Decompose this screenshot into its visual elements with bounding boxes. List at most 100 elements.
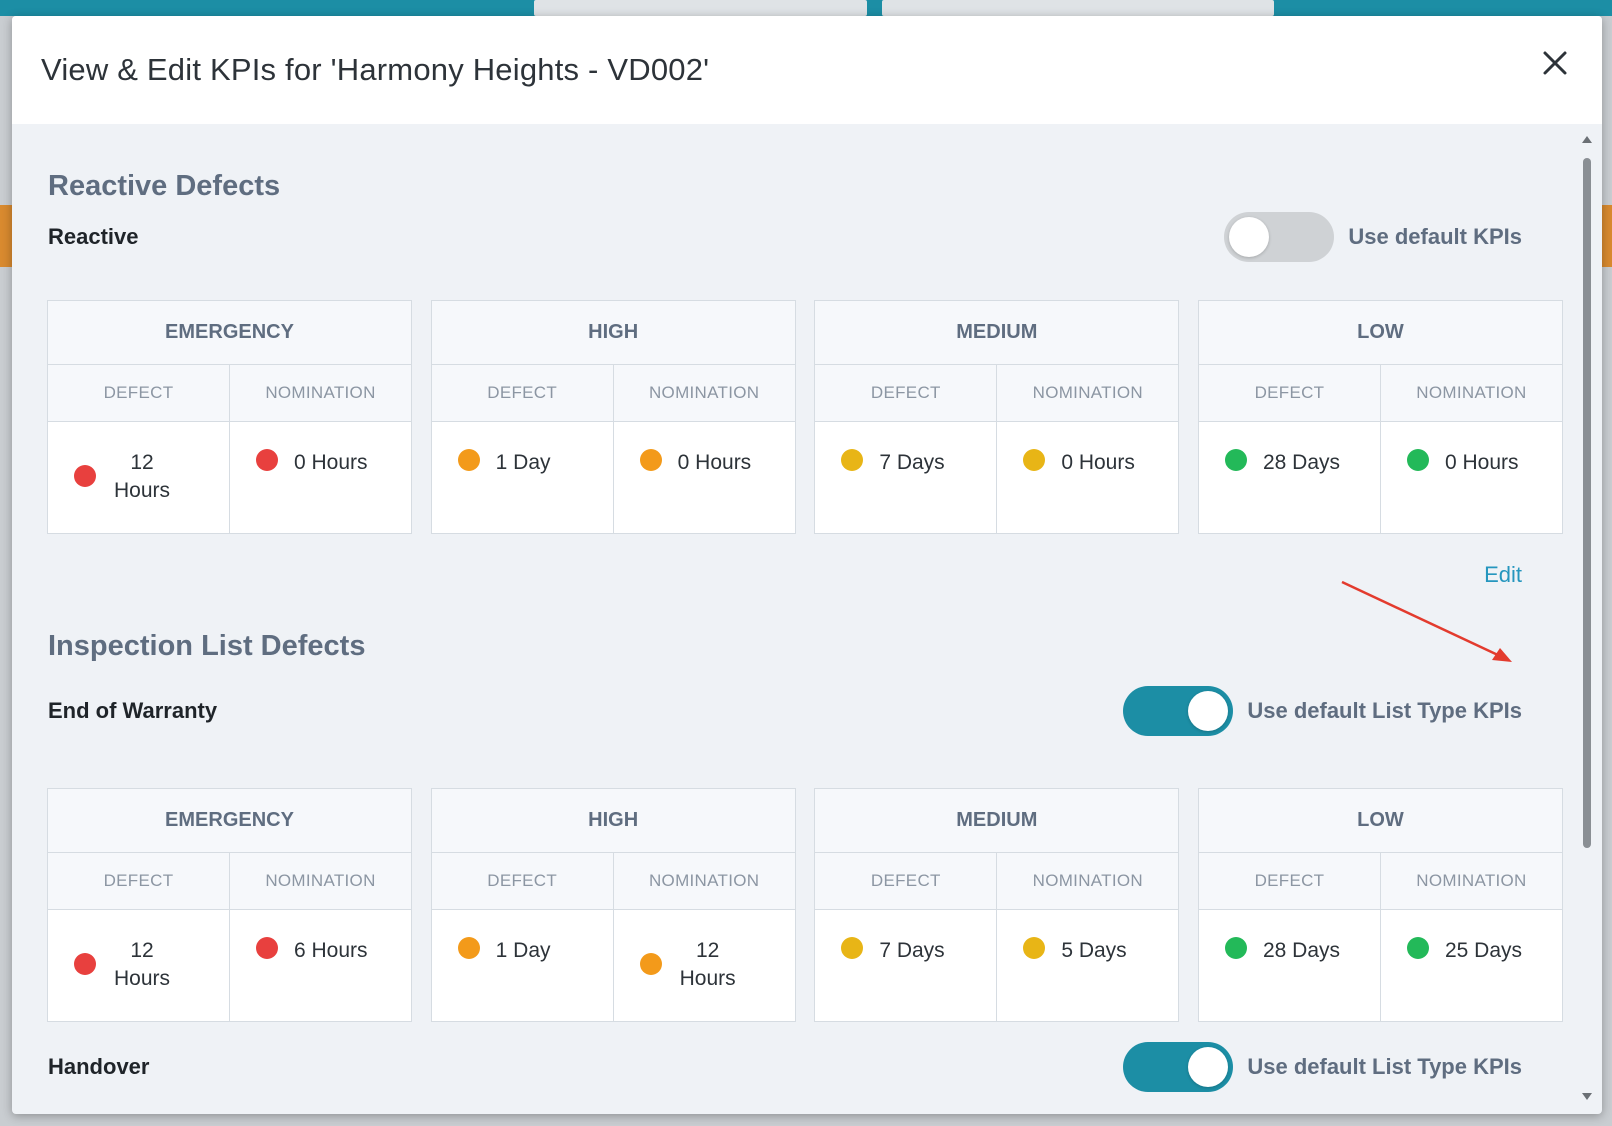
defect-value-cell: 28 Days xyxy=(1199,910,1381,1021)
status-dot-icon xyxy=(74,465,96,487)
status-dot-icon xyxy=(841,937,864,959)
defect-value-cell: 28 Days xyxy=(1199,422,1381,533)
warranty-default-kpis-label: Use default List Type KPIs xyxy=(1247,698,1522,723)
nomination-value-cell: 25 Days xyxy=(1381,910,1562,1021)
nomination-value-cell: 0 Hours xyxy=(1381,422,1562,533)
status-dot-icon xyxy=(256,937,278,959)
status-dot-icon xyxy=(1406,937,1429,959)
defect-value-cell: 1 Day xyxy=(432,422,614,533)
nomination-column-header: NOMINATION xyxy=(265,871,376,890)
nomination-value: 5 Days xyxy=(1061,939,1127,962)
status-dot-icon xyxy=(639,449,662,471)
defect-column-header: DEFECT xyxy=(48,853,230,909)
kpi-priority-header: HIGH xyxy=(431,301,795,365)
defect-column-header: DEFECT xyxy=(815,365,998,421)
warranty-default-kpis-toggle[interactable] xyxy=(1123,686,1234,736)
nomination-value-cell: 0 Hours xyxy=(230,422,411,533)
nomination-column-header: NOMINATION xyxy=(648,871,760,890)
nomination-value: 12 Hours xyxy=(679,939,736,990)
warranty-default-toggle-row: Use default List Type KPIs xyxy=(1123,686,1522,736)
kpi-subheader: DEFECT NOMINATION xyxy=(815,853,1179,910)
status-dot-icon xyxy=(256,449,278,471)
kpi-values-row: 7 Days 0 Hours xyxy=(815,422,1178,533)
kpi-subheader: DEFECT NOMINATION xyxy=(431,365,795,422)
background-accent xyxy=(1600,205,1612,267)
nomination-value: 0 Hours xyxy=(294,451,368,474)
kpi-block-emergency: EMERGENCY DEFECT NOMINATION 12 Hours 0 Hours xyxy=(47,300,412,534)
kpi-values-row: 7 Days 5 Days xyxy=(815,910,1178,1021)
status-dot-icon xyxy=(1023,937,1046,959)
background-tab xyxy=(882,0,1274,16)
status-dot-icon xyxy=(1224,449,1247,471)
defect-value: 28 Days xyxy=(1262,939,1341,962)
scroll-down-icon[interactable] xyxy=(1582,1093,1592,1100)
status-dot-icon xyxy=(1224,937,1247,959)
nomination-value: 0 Hours xyxy=(677,451,752,474)
defect-column-header: DEFECT xyxy=(1199,365,1381,421)
kpi-subheader: DEFECT NOMINATION xyxy=(431,853,795,910)
close-button[interactable] xyxy=(1538,46,1572,80)
defect-value-cell: 7 Days xyxy=(815,422,998,533)
status-dot-icon xyxy=(457,937,480,959)
status-dot-icon xyxy=(841,449,864,471)
status-dot-icon xyxy=(1023,449,1046,471)
kpi-block-medium: MEDIUM DEFECT NOMINATION 7 Days 0 Hours xyxy=(814,300,1180,534)
background-accent xyxy=(0,205,14,267)
kpi-priority-header: HIGH xyxy=(431,789,795,853)
modal-body: Reactive Defects Reactive Use default KP… xyxy=(12,124,1574,1114)
modal-scrollbar[interactable] xyxy=(1582,128,1592,1114)
nomination-column-header: NOMINATION xyxy=(1416,871,1527,890)
defect-value: 7 Days xyxy=(879,451,945,474)
default-kpis-label: Use default KPIs xyxy=(1348,224,1522,249)
nomination-column-header: NOMINATION xyxy=(1032,871,1143,890)
nomination-value-cell: 6 Hours xyxy=(230,910,411,1021)
status-dot-icon xyxy=(74,953,96,975)
kpi-block-low: LOW DEFECT NOMINATION 28 Days 25 Days xyxy=(1197,788,1563,1022)
kpi-grid-reactive: EMERGENCY DEFECT NOMINATION 12 Hours 0 Hours… xyxy=(47,300,1563,534)
kpi-subheader: DEFECT NOMINATION xyxy=(1198,853,1562,910)
nomination-value-cell: 0 Hours xyxy=(614,422,795,533)
defect-value: 7 Days xyxy=(879,939,945,962)
kpi-values-row: 28 Days 25 Days xyxy=(1199,910,1562,1021)
edit-link[interactable]: Edit xyxy=(1484,562,1522,587)
nomination-value: 0 Hours xyxy=(1444,451,1519,474)
defect-value-cell: 1 Day xyxy=(432,910,614,1021)
defect-column-header: DEFECT xyxy=(48,365,230,421)
kpi-priority-header: MEDIUM xyxy=(815,789,1179,853)
defect-value-cell: 7 Days xyxy=(815,910,998,1021)
section-title-reactive-defects: Reactive Defects xyxy=(48,170,281,202)
kpi-subheader: DEFECT NOMINATION xyxy=(48,853,411,910)
handover-default-kpis-toggle[interactable] xyxy=(1123,1042,1234,1092)
defect-column-header: DEFECT xyxy=(815,853,998,909)
defect-column-header: DEFECT xyxy=(432,853,614,909)
kpi-subheader: DEFECT NOMINATION xyxy=(48,365,411,422)
status-dot-icon xyxy=(639,953,662,975)
status-dot-icon xyxy=(457,449,480,471)
close-icon xyxy=(1543,51,1567,75)
subsection-label-handover: Handover xyxy=(48,1054,150,1079)
nomination-column-header: NOMINATION xyxy=(648,383,760,402)
scroll-thumb[interactable] xyxy=(1583,158,1591,848)
nomination-value: 25 Days xyxy=(1444,939,1523,962)
defect-value-cell: 12 Hours xyxy=(48,910,230,1021)
kpi-priority-header: LOW xyxy=(1198,789,1562,853)
kpi-subheader: DEFECT NOMINATION xyxy=(1198,365,1562,422)
kpi-values-row: 12 Hours 6 Hours xyxy=(48,910,411,1021)
kpi-priority-header: EMERGENCY xyxy=(48,301,411,365)
defect-value-cell: 12 Hours xyxy=(48,422,230,533)
kpi-block-high: HIGH DEFECT NOMINATION 1 Day 12 Hours xyxy=(430,788,796,1022)
scroll-up-icon[interactable] xyxy=(1582,136,1592,143)
nomination-column-header: NOMINATION xyxy=(1416,383,1527,402)
default-kpis-toggle[interactable] xyxy=(1224,212,1335,262)
subsection-label-reactive: Reactive xyxy=(48,224,139,249)
kpi-values-row: 1 Day 0 Hours xyxy=(432,422,795,533)
nomination-value: 6 Hours xyxy=(294,939,368,962)
kpi-values-row: 28 Days 0 Hours xyxy=(1199,422,1562,533)
defect-value: 28 Days xyxy=(1262,451,1341,474)
defect-value: 1 Day xyxy=(495,451,551,474)
kpi-grid-end-of-warranty: EMERGENCY DEFECT NOMINATION 12 Hours 6 Hours… xyxy=(47,788,1563,1022)
kpi-block-high: HIGH DEFECT NOMINATION 1 Day 0 Hours xyxy=(430,300,796,534)
nomination-value-cell: 0 Hours xyxy=(997,422,1178,533)
nomination-value: 0 Hours xyxy=(1061,451,1135,474)
kpi-values-row: 1 Day 12 Hours xyxy=(432,910,795,1021)
